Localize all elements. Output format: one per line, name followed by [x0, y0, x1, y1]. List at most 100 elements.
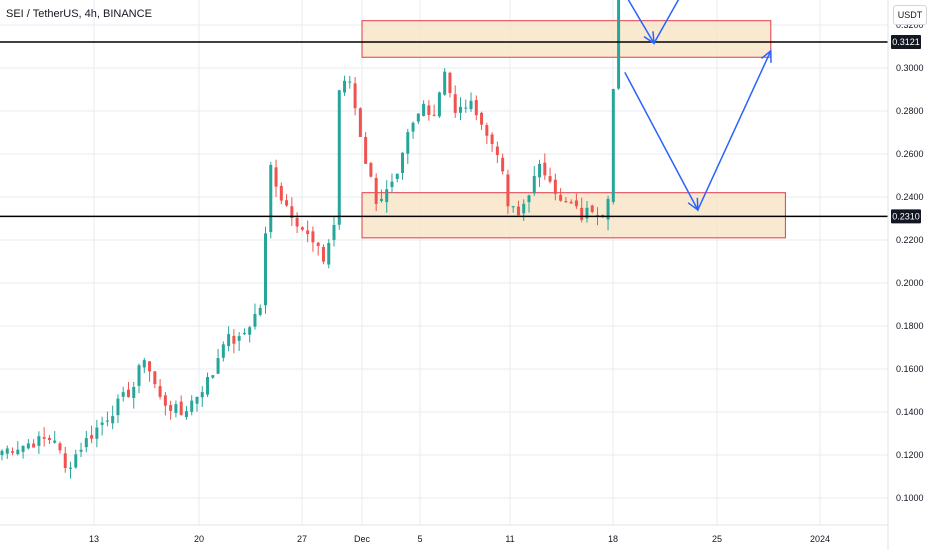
candle-body	[590, 205, 594, 213]
candle-body	[369, 163, 373, 177]
candle-body	[379, 198, 383, 201]
candle-body	[501, 157, 505, 172]
candle-body	[437, 92, 441, 117]
level-price-label-bg	[891, 209, 921, 224]
candle-body	[427, 105, 431, 115]
candle-body	[163, 395, 167, 406]
candle-body	[37, 436, 41, 446]
candle-body	[453, 94, 457, 113]
candle-body	[564, 201, 568, 203]
candle-body	[184, 411, 188, 418]
candle-body	[306, 230, 310, 235]
candle-body	[559, 194, 563, 201]
price-tick-label: 0.1800	[896, 321, 924, 331]
candle-body	[448, 72, 452, 94]
grid-lines	[0, 0, 888, 525]
candle-body	[617, 0, 621, 89]
candle-body	[490, 134, 494, 145]
arrowhead	[643, 31, 655, 45]
candle-body	[300, 227, 304, 230]
candle-body	[21, 445, 25, 452]
candle-body	[485, 125, 489, 136]
candle-body	[422, 103, 426, 116]
candle-body	[574, 200, 578, 207]
candle-body	[295, 217, 299, 227]
price-scale-panel[interactable]	[888, 0, 932, 550]
candle-body	[242, 332, 246, 335]
candle-body	[285, 200, 289, 206]
candle-body	[158, 386, 162, 397]
candle-body	[316, 242, 320, 246]
candle-body	[480, 112, 484, 125]
price-tick-label: 0.1600	[896, 364, 924, 374]
candlesticks	[0, 0, 621, 479]
time-tick-label: 5	[417, 534, 422, 544]
candle-body	[538, 163, 542, 178]
candle-body	[32, 443, 36, 448]
candle-body	[248, 327, 252, 335]
level-price-label-bg	[891, 34, 921, 49]
candle-body	[606, 198, 610, 220]
candle-body	[416, 113, 420, 122]
candle-body	[580, 207, 584, 220]
candle-body	[90, 435, 94, 439]
candle-body	[353, 83, 357, 109]
price-tick-label: 0.1200	[896, 450, 924, 460]
candle-body	[237, 336, 241, 341]
candle-body	[411, 122, 415, 132]
projection-arrows	[624, 0, 772, 212]
candle-body	[211, 375, 215, 378]
candle-body	[327, 242, 331, 265]
candle-body	[0, 450, 4, 456]
candle-body	[511, 206, 515, 208]
candle-body	[527, 195, 531, 203]
candle-body	[69, 467, 73, 469]
time-tick-label: 11	[505, 534, 514, 544]
candle-body	[443, 71, 447, 95]
candle-body	[132, 386, 136, 398]
price-tick-label: 0.2200	[896, 235, 924, 245]
level-price-label: 0.3121	[892, 37, 920, 47]
price-tick-label: 0.2400	[896, 192, 924, 202]
candle-body	[269, 164, 273, 233]
candle-body	[495, 146, 499, 155]
candle-body	[179, 401, 183, 415]
candle-body	[200, 392, 204, 398]
candle-body	[543, 162, 547, 176]
candle-body	[11, 451, 15, 453]
support-resistance-zone[interactable]	[361, 20, 772, 58]
price-tick-label: 0.2000	[896, 278, 924, 288]
candle-body	[432, 114, 436, 116]
candle-body	[42, 437, 46, 439]
candle-body	[79, 449, 83, 452]
candle-body	[169, 405, 173, 411]
time-tick-label: 27	[297, 534, 307, 544]
price-tick-label: 0.3000	[896, 63, 924, 73]
candle-body	[516, 206, 520, 216]
candle-body	[142, 360, 146, 368]
support-resistance-zone[interactable]	[361, 192, 786, 239]
candle-body	[206, 376, 210, 395]
candle-body	[337, 90, 341, 225]
time-tick-label: 25	[712, 534, 722, 544]
candle-body	[232, 335, 236, 344]
candle-body	[390, 181, 394, 188]
candle-body	[569, 201, 573, 204]
candle-body	[585, 207, 589, 219]
time-tick-label: 20	[194, 534, 204, 544]
currency-button[interactable]: USDT	[893, 5, 927, 25]
candle-body	[522, 203, 526, 214]
level-price-label: 0.2310	[892, 211, 920, 221]
candle-body	[264, 233, 267, 306]
time-tick-label: 2024	[810, 534, 830, 544]
candle-body	[311, 231, 315, 243]
candle-body	[532, 176, 536, 194]
candle-body	[121, 392, 125, 397]
price-tick-label: 0.1400	[896, 407, 924, 417]
candle-body	[364, 137, 368, 164]
price-tick-label: 0.1000	[896, 493, 924, 503]
candle-body	[137, 365, 141, 386]
